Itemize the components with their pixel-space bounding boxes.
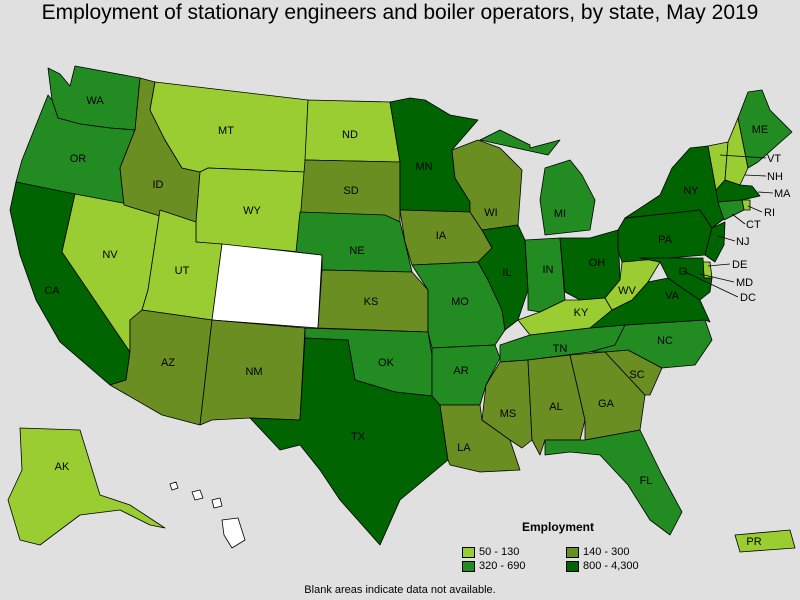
state-label-nj: NJ: [736, 236, 749, 248]
state-label-or: OR: [70, 153, 87, 165]
state-label-ca: CA: [44, 285, 60, 297]
state-label-az: AZ: [161, 357, 175, 369]
legend-swatch-1: [462, 547, 475, 558]
footnote: Blank areas indicate data not available.: [0, 584, 800, 596]
state-label-id: ID: [153, 179, 164, 191]
state-label-ne: NE: [349, 245, 364, 257]
state-label-ms: MS: [500, 408, 517, 420]
state-label-ri: RI: [764, 207, 775, 219]
legend-item-4: 800 - 4,300: [566, 560, 676, 572]
legend-item-1: 50 - 130: [462, 546, 566, 558]
state-ak[interactable]: [8, 428, 165, 545]
state-label-dc: DC: [740, 292, 756, 304]
state-label-me: ME: [752, 124, 769, 136]
state-label-de: DE: [732, 259, 747, 271]
leader-ct: [732, 214, 745, 224]
state-hi[interactable]: [170, 482, 245, 548]
state-label-mt: MT: [218, 125, 234, 137]
state-label-nc: NC: [657, 335, 673, 347]
legend-label-2: 140 - 300: [583, 546, 629, 558]
state-label-wv: WV: [618, 285, 636, 297]
state-label-wy: WY: [243, 205, 261, 217]
state-label-ny: NY: [683, 185, 699, 197]
state-label-tx: TX: [351, 431, 366, 443]
leader-ma: [758, 192, 773, 193]
state-label-mo: MO: [451, 296, 469, 308]
state-label-ia: IA: [436, 230, 447, 242]
state-label-vt: VT: [767, 153, 781, 165]
legend-swatch-2: [566, 547, 579, 558]
state-label-il: IL: [502, 267, 511, 279]
state-label-ct: CT: [746, 219, 761, 231]
state-label-la: LA: [457, 442, 471, 454]
state-label-ga: GA: [598, 398, 615, 410]
legend-label-4: 800 - 4,300: [583, 560, 639, 572]
state-label-wa: WA: [86, 95, 104, 107]
state-label-ok: OK: [378, 357, 395, 369]
state-label-nm: NM: [245, 366, 262, 378]
state-label-ar: AR: [453, 365, 468, 377]
state-label-pa: PA: [658, 234, 673, 246]
state-label-ma: MA: [774, 188, 791, 200]
state-label-fl: FL: [640, 475, 653, 487]
legend-label-1: 50 - 130: [479, 546, 519, 558]
state-label-oh: OH: [589, 257, 606, 269]
state-label-nv: NV: [102, 249, 118, 261]
state-label-mn: MN: [415, 161, 432, 173]
state-label-nd: ND: [342, 129, 358, 141]
legend-swatch-4: [566, 561, 579, 572]
leader-nh: [745, 175, 766, 176]
state-label-md: MD: [736, 277, 753, 289]
leader-de: [708, 264, 730, 266]
state-label-wi: WI: [484, 207, 497, 219]
state-label-ut: UT: [175, 265, 190, 277]
legend-title: Employment: [522, 520, 682, 534]
state-label-al: AL: [549, 401, 562, 413]
legend-item-2: 140 - 300: [566, 546, 676, 558]
state-pr[interactable]: [735, 530, 795, 552]
state-label-pr: PR: [746, 536, 761, 548]
state-label-ky: KY: [574, 307, 589, 319]
legend-item-3: 320 - 690: [462, 560, 566, 572]
legend-swatch-3: [462, 561, 475, 572]
state-label-nh: NH: [767, 171, 783, 183]
state-label-in: IN: [543, 264, 554, 276]
state-label-mi: MI: [554, 208, 566, 220]
state-co[interactable]: [212, 244, 322, 328]
state-label-sc: SC: [629, 369, 644, 381]
state-label-ks: KS: [364, 296, 379, 308]
state-label-ak: AK: [55, 461, 70, 473]
state-label-sd: SD: [343, 185, 358, 197]
legend: Employment 50 - 130 140 - 300 320 - 690 …: [462, 520, 682, 572]
state-label-va: VA: [665, 290, 680, 302]
state-label-tn: TN: [553, 343, 568, 355]
legend-label-3: 320 - 690: [479, 560, 525, 572]
